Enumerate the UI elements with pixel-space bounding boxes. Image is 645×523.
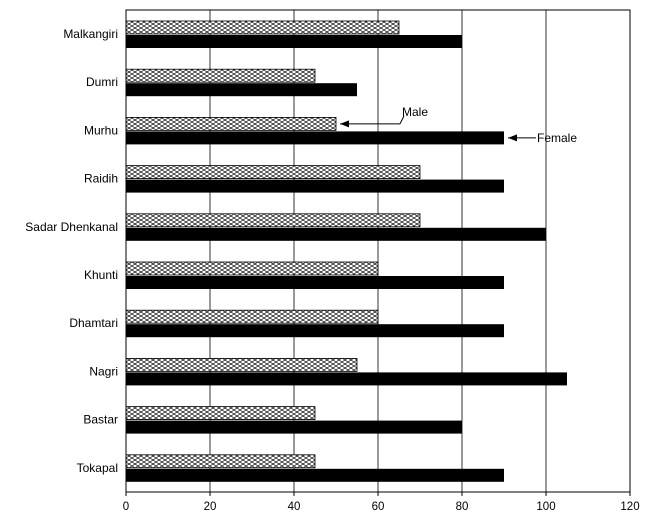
bar-male — [126, 407, 315, 420]
category-label: Malkangiri — [63, 27, 118, 41]
bar-female — [126, 180, 504, 193]
category-label: Dumri — [86, 75, 118, 89]
x-tick-label: 0 — [123, 501, 129, 513]
category-label: Tokapal — [77, 461, 118, 475]
bar-male — [126, 455, 315, 468]
bar-female — [126, 83, 357, 96]
x-tick-label: 20 — [204, 501, 217, 513]
category-label: Raidih — [84, 172, 118, 186]
x-tick-label: 80 — [456, 501, 469, 513]
bar-female — [126, 372, 567, 385]
bar-female — [126, 131, 504, 144]
arrowhead — [340, 120, 349, 127]
category-label: Bastar — [83, 413, 118, 427]
x-tick-label: 120 — [620, 501, 639, 513]
bar-female — [126, 228, 546, 241]
x-axis-ticks: 0 20 40 60 80 100 120 — [123, 492, 640, 513]
category-label: Sadar Dhenkanal — [25, 220, 118, 234]
bar-male — [126, 69, 315, 82]
category-label: Khunti — [84, 268, 118, 282]
bar-female — [126, 324, 504, 337]
x-tick-label: 60 — [372, 501, 385, 513]
x-tick-label: 40 — [288, 501, 301, 513]
bar-female — [126, 469, 504, 482]
bar-male — [126, 310, 378, 323]
bar-male — [126, 262, 378, 275]
category-label: Nagri — [89, 364, 118, 378]
bar-female — [126, 276, 504, 289]
bar-male — [126, 21, 399, 34]
bars — [126, 21, 567, 482]
bar-female — [126, 35, 462, 48]
category-label: Murhu — [84, 123, 118, 137]
bar-male — [126, 358, 357, 371]
category-label: Dhamtari — [69, 316, 118, 330]
bar-male — [126, 214, 420, 227]
annotation-label: Male — [402, 105, 428, 119]
category-labels: Malkangiri Dumri Murhu Raidih Sadar Dhenkana… — [25, 27, 118, 475]
bar-male — [126, 166, 420, 179]
arrowhead — [508, 134, 517, 141]
annotation-label: Female — [537, 131, 577, 145]
bar-male — [126, 117, 336, 130]
bar-female — [126, 421, 462, 434]
x-tick-label: 100 — [536, 501, 555, 513]
